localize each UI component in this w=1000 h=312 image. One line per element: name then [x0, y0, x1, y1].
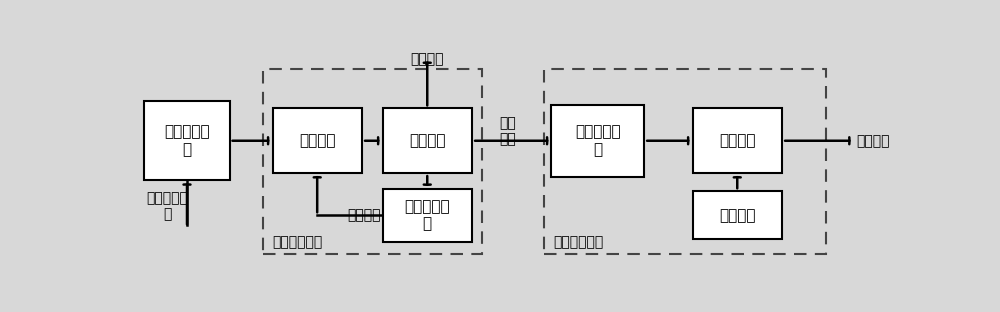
Text: 信号合成: 信号合成 — [719, 133, 756, 148]
Bar — [693, 191, 782, 239]
Bar — [273, 108, 362, 173]
Bar — [551, 105, 644, 177]
Text: 信号产生系统: 信号产生系统 — [272, 235, 322, 249]
Text: 观测矩阵: 观测矩阵 — [409, 133, 446, 148]
Bar — [263, 69, 482, 254]
Bar — [544, 69, 826, 254]
Text: 稀疏系数控
制: 稀疏系数控 制 — [575, 124, 621, 157]
Text: 字典优化设
计: 字典优化设 计 — [164, 124, 210, 157]
Text: 字典信息: 字典信息 — [719, 208, 756, 223]
Text: 信号应用特
征: 信号应用特 征 — [147, 191, 189, 222]
Text: 稀疏系数: 稀疏系数 — [347, 208, 381, 222]
Text: 信号重构系统: 信号重构系统 — [553, 235, 603, 249]
Text: 信号合成: 信号合成 — [299, 133, 335, 148]
Bar — [383, 108, 472, 173]
Text: 重构信号: 重构信号 — [856, 134, 889, 148]
Bar — [144, 101, 230, 180]
Bar — [383, 189, 472, 241]
Text: 输出信号: 输出信号 — [411, 52, 444, 66]
Text: 稀疏系数控
制: 稀疏系数控 制 — [404, 199, 450, 232]
Bar — [693, 108, 782, 173]
Text: 压缩
信号: 压缩 信号 — [499, 116, 516, 146]
